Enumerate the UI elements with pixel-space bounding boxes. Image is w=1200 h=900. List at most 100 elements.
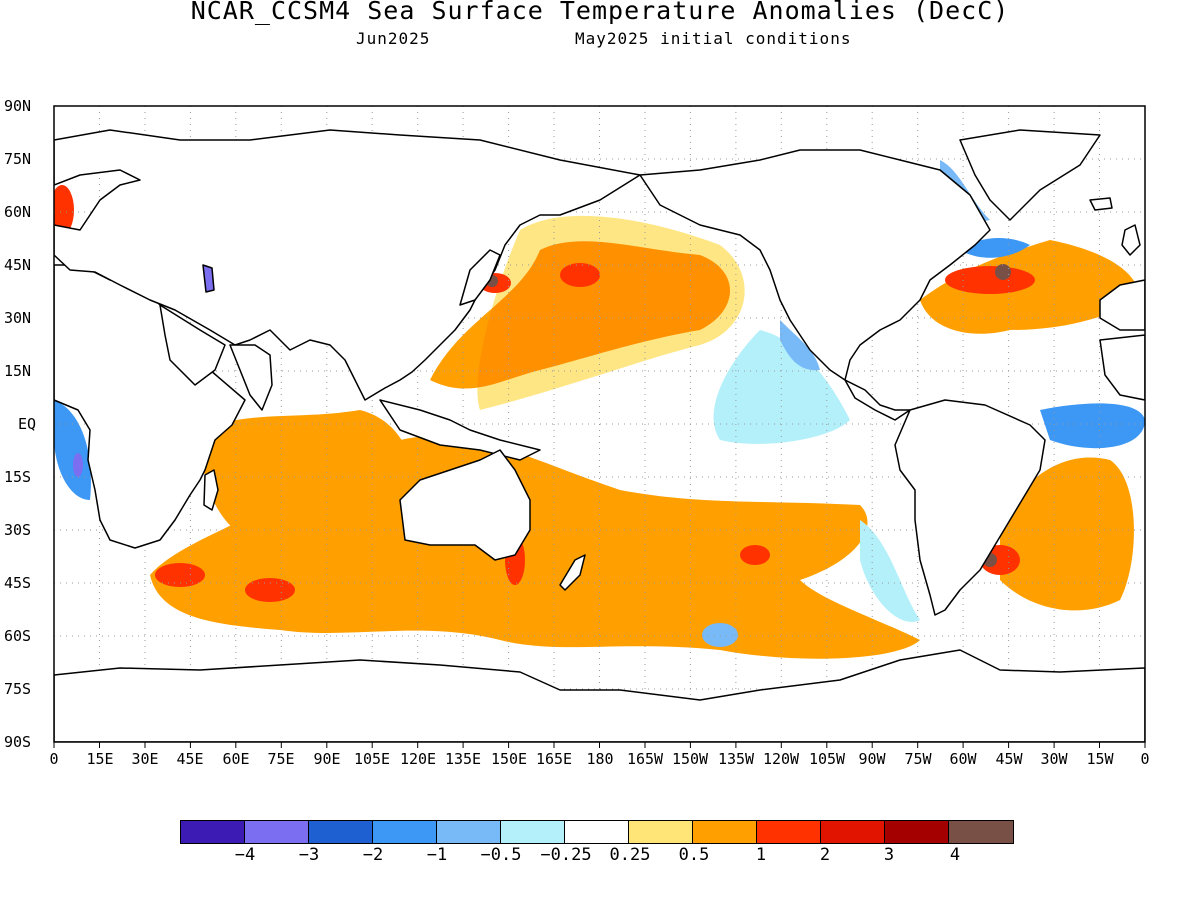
lon-label: 120E — [399, 750, 437, 768]
lon-label: 30E — [131, 750, 159, 768]
anomaly-cold-california — [780, 320, 820, 371]
lon-label: 165W — [626, 750, 664, 768]
anomaly-hot-south-pacific — [740, 545, 770, 565]
land-greenland — [959, 129, 1101, 221]
lon-label: 45W — [995, 750, 1023, 768]
colorbar-label: 3 — [883, 845, 895, 865]
lon-label: 30W — [1040, 750, 1068, 768]
colorbar-label: 2 — [819, 845, 831, 865]
land-caspian-sea — [202, 264, 215, 293]
forecast-month: Jun2025 — [356, 29, 431, 48]
lon-label: 135E — [444, 750, 482, 768]
anomaly-warm-south-atlantic — [1000, 457, 1134, 611]
lon-label: 150W — [671, 750, 709, 768]
colorbar-label: −3 — [298, 845, 320, 865]
colorbar-swatch — [437, 821, 501, 843]
anomaly-cold-southeast-pacific — [860, 520, 920, 622]
lon-label: 15W — [1086, 750, 1114, 768]
land-west-africa — [1099, 334, 1145, 401]
anomaly-warm-indian-ocean — [200, 410, 413, 540]
land-madagascar — [203, 469, 219, 511]
colorbar — [180, 820, 1014, 844]
coastlines — [54, 129, 1145, 742]
tick-marks — [53, 742, 1146, 748]
land-australia — [399, 449, 531, 561]
colorbar-swatch — [949, 821, 1013, 843]
colorbar-swatch — [629, 821, 693, 843]
colorbar-swatch — [885, 821, 949, 843]
colorbar-label: −1 — [426, 845, 448, 865]
lat-label: 60S — [4, 627, 32, 645]
lon-label: 105W — [808, 750, 846, 768]
land-japan — [459, 249, 501, 306]
lat-label: EQ — [18, 415, 37, 433]
colorbar-label: −4 — [234, 845, 256, 865]
colorbar-swatch — [501, 821, 565, 843]
lon-label: 90E — [313, 750, 341, 768]
lon-label: 105E — [353, 750, 391, 768]
colorbar-swatch — [373, 821, 437, 843]
lon-label: 15E — [86, 750, 114, 768]
anomaly-very-cold-benguela — [73, 453, 83, 477]
sst-anomaly-map — [53, 105, 1146, 748]
land-uk — [1121, 224, 1141, 256]
anomaly-hot-barents — [54, 185, 74, 235]
colorbar-label: 4 — [949, 845, 961, 865]
lat-label: 45S — [4, 574, 32, 592]
land-north-america — [639, 149, 991, 381]
lon-label: 0 — [1140, 750, 1150, 768]
anomaly-hot-north-pacific — [560, 263, 600, 287]
lon-label: 75E — [267, 750, 295, 768]
colorbar-label: 1 — [755, 845, 767, 865]
anomaly-cold-southern-ocean — [702, 623, 738, 647]
lat-label: 30S — [4, 521, 32, 539]
anomaly-peak-gulf-stream — [995, 264, 1011, 280]
colorbar-label: 0.25 — [609, 845, 651, 865]
colorbar-swatch — [693, 821, 757, 843]
lon-label: 165E — [535, 750, 573, 768]
lat-label: 90N — [4, 97, 32, 115]
lon-label: 120W — [762, 750, 800, 768]
colorbar-swatch — [309, 821, 373, 843]
land-southeast-asia-islands — [379, 399, 541, 461]
lat-label: 60N — [4, 203, 32, 221]
anomaly-fields — [54, 139, 1145, 659]
lat-label: 15S — [4, 468, 32, 486]
colorbar-swatch — [821, 821, 885, 843]
land-iceland — [1089, 197, 1113, 211]
lon-label: 45E — [176, 750, 204, 768]
colorbar-swatch — [565, 821, 629, 843]
lat-label: 45N — [4, 256, 32, 274]
lat-label: 90S — [4, 733, 32, 751]
anomaly-hot-south-indian-2 — [245, 578, 295, 602]
anomaly-warm-north-atlantic — [920, 240, 1140, 334]
chart-title: NCAR_CCSM4 Sea Surface Temperature Anoma… — [190, 0, 1010, 25]
lon-label: 135W — [717, 750, 755, 768]
land-south-america — [894, 399, 1046, 616]
land-antarctica — [54, 649, 1145, 742]
anomaly-hot-gulf-stream — [945, 266, 1035, 294]
anomaly-cold-benguela — [54, 400, 91, 500]
anomaly-hot-south-indian — [155, 563, 205, 587]
lon-label: 60E — [222, 750, 250, 768]
land-eurasia — [54, 129, 641, 401]
lat-label: 75S — [4, 680, 32, 698]
lon-label: 60W — [949, 750, 977, 768]
lon-label: 0 — [49, 750, 59, 768]
colorbar-label: −0.5 — [480, 845, 522, 865]
land-arabia — [159, 304, 226, 386]
lat-label: 15N — [4, 362, 32, 380]
land-new-zealand — [559, 554, 586, 591]
colorbar-swatch — [245, 821, 309, 843]
initial-conditions: May2025 initial conditions — [575, 29, 852, 48]
anomaly-mild-warm-north-pacific — [477, 215, 745, 410]
colorbar-label: −0.25 — [540, 845, 592, 865]
colorbar-swatch — [181, 821, 245, 843]
colorbar-label: 0.5 — [678, 845, 710, 865]
colorbar-label: −2 — [362, 845, 384, 865]
land-india — [229, 344, 273, 411]
lon-label: 90W — [858, 750, 886, 768]
colorbar-swatch — [757, 821, 821, 843]
lon-label: 180 — [586, 750, 614, 768]
land-europe-west — [1099, 279, 1145, 331]
